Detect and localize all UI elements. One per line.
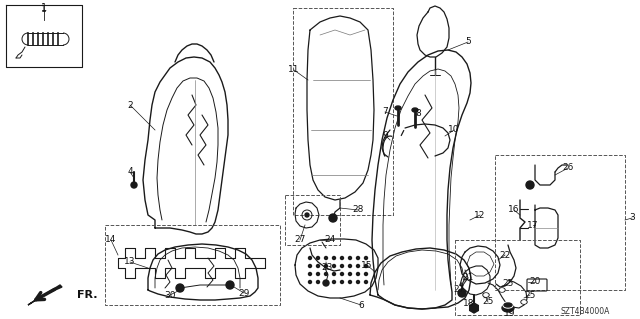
Text: 22: 22 xyxy=(499,250,511,259)
Ellipse shape xyxy=(504,303,512,307)
Text: 3: 3 xyxy=(629,213,635,222)
Circle shape xyxy=(349,280,351,284)
Circle shape xyxy=(356,280,360,284)
Circle shape xyxy=(333,280,335,284)
Circle shape xyxy=(324,256,328,259)
Text: 5: 5 xyxy=(465,38,471,47)
Circle shape xyxy=(365,264,367,268)
Circle shape xyxy=(324,272,328,276)
Text: 25: 25 xyxy=(524,291,536,300)
Text: 17: 17 xyxy=(527,220,539,229)
Text: 20: 20 xyxy=(529,278,541,286)
Text: 1: 1 xyxy=(41,4,47,13)
Circle shape xyxy=(349,256,351,259)
Circle shape xyxy=(308,264,312,268)
Ellipse shape xyxy=(483,293,489,297)
Text: 1: 1 xyxy=(41,3,47,13)
Circle shape xyxy=(323,280,329,286)
Ellipse shape xyxy=(395,106,401,110)
Text: 15: 15 xyxy=(361,261,372,270)
Circle shape xyxy=(333,264,335,268)
Circle shape xyxy=(340,264,344,268)
Text: 19: 19 xyxy=(504,308,516,317)
Circle shape xyxy=(340,272,344,276)
Ellipse shape xyxy=(521,300,527,304)
Text: SZT4B4000A: SZT4B4000A xyxy=(561,307,610,315)
Text: 6: 6 xyxy=(358,300,364,309)
Circle shape xyxy=(317,272,319,276)
Text: 27: 27 xyxy=(453,286,465,294)
Circle shape xyxy=(305,213,309,217)
Circle shape xyxy=(458,289,466,297)
Text: 25: 25 xyxy=(502,279,514,288)
Circle shape xyxy=(308,272,312,276)
Circle shape xyxy=(317,264,319,268)
Circle shape xyxy=(356,264,360,268)
Circle shape xyxy=(131,182,137,188)
Polygon shape xyxy=(28,285,62,305)
Text: 23: 23 xyxy=(321,263,333,272)
Ellipse shape xyxy=(522,301,526,303)
Circle shape xyxy=(356,272,360,276)
Text: 10: 10 xyxy=(448,125,460,135)
Text: 30: 30 xyxy=(164,291,176,300)
Circle shape xyxy=(526,181,534,189)
Text: 12: 12 xyxy=(474,211,486,219)
Text: 25: 25 xyxy=(483,298,493,307)
Text: 11: 11 xyxy=(288,65,300,75)
Circle shape xyxy=(324,264,328,268)
Text: 26: 26 xyxy=(563,164,573,173)
Circle shape xyxy=(356,256,360,259)
Ellipse shape xyxy=(499,288,505,292)
Circle shape xyxy=(349,264,351,268)
Text: 29: 29 xyxy=(238,288,250,298)
Circle shape xyxy=(340,256,344,259)
Ellipse shape xyxy=(412,108,418,112)
Text: 8: 8 xyxy=(415,109,421,118)
Ellipse shape xyxy=(503,302,513,308)
Circle shape xyxy=(308,256,312,259)
Text: 27: 27 xyxy=(294,235,306,244)
Circle shape xyxy=(317,256,319,259)
Circle shape xyxy=(317,280,319,284)
Circle shape xyxy=(333,272,335,276)
Text: 18: 18 xyxy=(463,300,475,308)
Circle shape xyxy=(176,284,184,292)
Circle shape xyxy=(333,256,335,259)
Circle shape xyxy=(308,280,312,284)
Circle shape xyxy=(226,281,234,289)
Text: 2: 2 xyxy=(127,100,133,109)
Circle shape xyxy=(365,280,367,284)
Circle shape xyxy=(365,256,367,259)
Text: 28: 28 xyxy=(352,205,364,214)
Circle shape xyxy=(365,272,367,276)
Text: 16: 16 xyxy=(508,205,520,214)
Ellipse shape xyxy=(502,304,514,312)
Text: 21: 21 xyxy=(462,273,474,283)
Text: 24: 24 xyxy=(324,235,335,244)
Circle shape xyxy=(340,280,344,284)
FancyArrowPatch shape xyxy=(401,130,404,136)
Text: 14: 14 xyxy=(106,235,116,244)
Circle shape xyxy=(349,272,351,276)
Text: 9: 9 xyxy=(382,130,388,139)
Ellipse shape xyxy=(500,289,504,291)
Circle shape xyxy=(329,214,337,222)
Text: 7: 7 xyxy=(382,108,388,116)
Circle shape xyxy=(324,280,328,284)
Text: FR.: FR. xyxy=(77,290,97,300)
Ellipse shape xyxy=(484,294,488,296)
Text: 13: 13 xyxy=(124,257,136,266)
Text: 4: 4 xyxy=(127,167,133,176)
